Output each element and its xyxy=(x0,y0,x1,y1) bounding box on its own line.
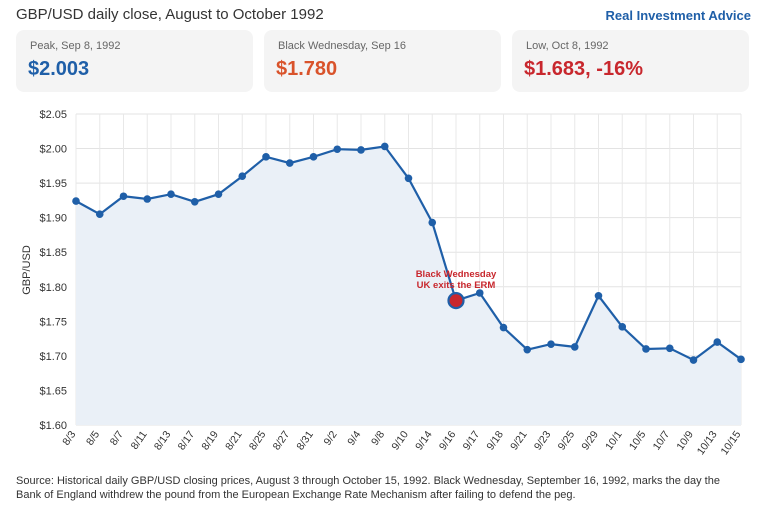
x-tick-label: 9/10 xyxy=(389,429,411,453)
x-tick-label: 9/14 xyxy=(413,429,435,453)
data-point xyxy=(380,142,389,151)
data-point xyxy=(119,192,128,201)
data-point xyxy=(309,153,318,161)
y-tick-label: $1.80 xyxy=(39,282,67,294)
y-tick-label: $2.05 xyxy=(39,109,67,121)
data-point xyxy=(72,197,80,205)
y-tick-label: $1.75 xyxy=(39,316,67,328)
data-point xyxy=(404,174,413,183)
x-tick-label: 10/13 xyxy=(695,429,720,458)
data-point xyxy=(594,291,603,300)
annotation-text: UK exits the ERM xyxy=(417,280,496,291)
data-point xyxy=(475,289,484,297)
y-tick-label: $1.85 xyxy=(39,247,67,259)
x-tick-label: 10/15 xyxy=(719,429,744,458)
black-wednesday-stat-label: Black Wednesday, Sep 16 xyxy=(278,40,407,52)
points-layer xyxy=(72,142,745,364)
x-tick-label: 9/16 xyxy=(437,429,459,453)
x-tick-label: 9/21 xyxy=(508,429,530,453)
low-stat-card: Low, Oct 8, 1992 $1.683, -16% xyxy=(512,30,749,92)
data-point xyxy=(167,190,175,198)
x-tick-label: 8/7 xyxy=(108,429,126,448)
data-point xyxy=(689,356,698,364)
data-point xyxy=(499,323,508,332)
x-tick-label: 9/25 xyxy=(556,429,578,453)
y-tick-label: $1.60 xyxy=(39,420,67,432)
area-fill xyxy=(76,146,741,425)
x-tick-label: 9/8 xyxy=(369,429,387,448)
gbp-usd-line-chart: $1.60 $1.65 $1.70 $1.75 $1.80 $1.85 $1.90 $1.95… xyxy=(21,109,745,458)
low-stat-value: $1.683, -16% xyxy=(524,58,643,80)
y-tick-labels: $1.60 $1.65 $1.70 $1.75 $1.80 $1.85 $1.90 $1.95… xyxy=(39,109,67,432)
x-tick-label: 8/11 xyxy=(129,429,150,452)
x-tick-label: 8/27 xyxy=(271,429,293,453)
x-tick-label: 10/1 xyxy=(603,429,625,453)
data-point xyxy=(285,159,294,167)
peak-stat-value: $2.003 xyxy=(28,58,90,80)
data-point xyxy=(95,210,104,219)
x-tick-label: 9/17 xyxy=(461,429,483,453)
x-tick-labels: 8/3 8/5 8/7 8/11 8/13 8/17 8/19 8/21 8/25 8/27 8/3… xyxy=(60,429,743,458)
x-tick-label: 9/23 xyxy=(532,429,554,453)
data-point xyxy=(190,197,199,206)
x-tick-label: 9/2 xyxy=(321,429,339,448)
data-point xyxy=(357,146,365,154)
data-point xyxy=(642,345,650,353)
x-tick-label: 10/9 xyxy=(674,429,696,453)
x-tick-label: 8/21 xyxy=(223,429,245,453)
x-tick-label: 9/4 xyxy=(345,429,363,448)
data-point xyxy=(428,218,437,227)
data-point xyxy=(214,190,223,198)
data-point xyxy=(665,344,674,353)
y-tick-label: $2.00 xyxy=(39,144,67,156)
x-tick-label: 8/5 xyxy=(84,429,102,448)
x-tick-label: 9/18 xyxy=(484,429,506,453)
chart-title: GBP/USD daily close, August to October 1… xyxy=(16,6,324,23)
x-tick-label: 8/31 xyxy=(294,429,316,453)
x-tick-label: 10/7 xyxy=(651,429,673,453)
highlight-point xyxy=(447,292,465,310)
x-tick-label: 9/29 xyxy=(579,429,601,453)
x-tick-label: 8/17 xyxy=(176,429,198,453)
source-footnote: Source: Historical daily GBP/USD closing… xyxy=(16,475,720,501)
y-tick-label: $1.90 xyxy=(39,213,67,225)
data-point xyxy=(143,195,152,203)
y-tick-label: $1.70 xyxy=(39,351,67,363)
y-tick-label: $1.65 xyxy=(39,385,67,397)
x-tick-label: 8/13 xyxy=(152,429,174,453)
black-wednesday-stat-value: $1.780 xyxy=(276,58,338,80)
data-point xyxy=(333,145,342,154)
y-axis-label: GBP/USD xyxy=(21,245,33,295)
data-point xyxy=(262,153,270,161)
x-tick-label: 8/25 xyxy=(247,429,269,453)
data-point xyxy=(618,323,627,331)
x-tick-label: 10/5 xyxy=(627,429,649,453)
y-tick-label: $1.95 xyxy=(39,178,67,190)
data-point xyxy=(737,355,745,364)
peak-stat-label: Peak, Sep 8, 1992 xyxy=(30,40,121,52)
black-wednesday-stat-card: Black Wednesday, Sep 16 $1.780 xyxy=(264,30,501,92)
peak-stat-card: Peak, Sep 8, 1992 $2.003 xyxy=(16,30,253,92)
x-tick-label: 8/19 xyxy=(199,429,221,453)
low-stat-label: Low, Oct 8, 1992 xyxy=(526,40,609,52)
brand-logo-text[interactable]: Real Investment Advice xyxy=(605,8,751,23)
data-point xyxy=(523,345,532,354)
data-point xyxy=(547,340,555,348)
data-point xyxy=(713,338,722,346)
data-point xyxy=(570,343,579,351)
annotation-text: Black Wednesday xyxy=(416,269,497,280)
data-point xyxy=(238,172,247,180)
